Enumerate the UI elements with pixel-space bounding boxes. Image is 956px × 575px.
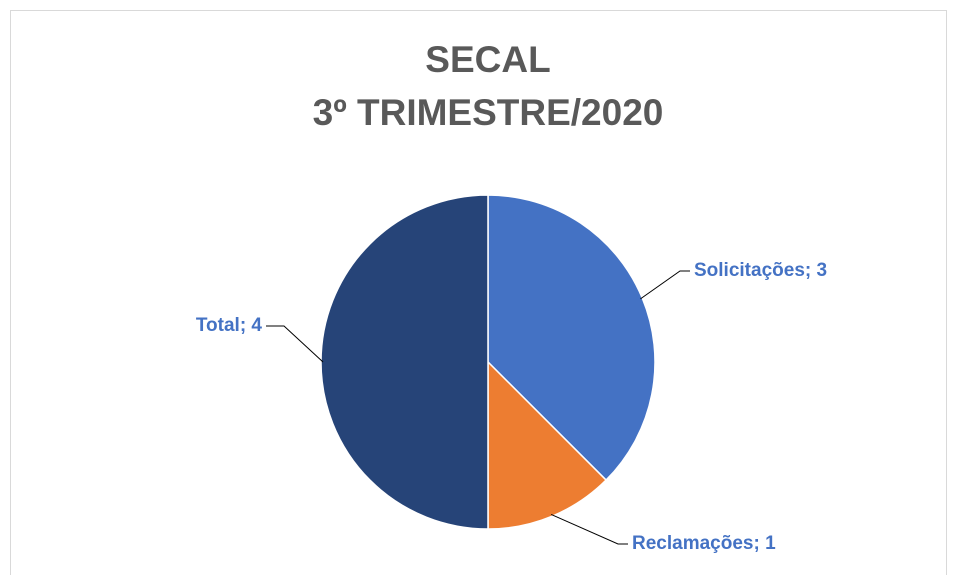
chart-title: SECAL — [425, 39, 550, 80]
leader-line — [266, 325, 324, 363]
leader-line — [640, 270, 690, 300]
data-label: Solicitações; 3 — [694, 260, 827, 281]
data-label: Reclamações; 1 — [632, 533, 776, 554]
pie-slice — [320, 194, 489, 530]
chart-title: 3º TRIMESTRE/2020 — [313, 92, 664, 133]
pie-slice — [487, 360, 608, 530]
data-label: Total; 4 — [196, 315, 263, 336]
leader-line — [550, 513, 628, 545]
